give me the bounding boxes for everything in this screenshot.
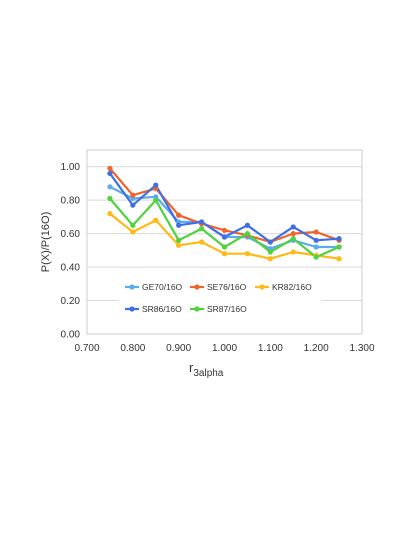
data-point [244, 222, 251, 228]
data-point [107, 210, 113, 217]
data-point [221, 244, 228, 250]
data-point [176, 237, 182, 243]
data-point [153, 197, 159, 203]
legend-swatch-marker [129, 284, 135, 290]
data-point [176, 242, 182, 248]
data-point [153, 217, 159, 223]
data-point [313, 237, 319, 243]
legend-item-4: SR87/16O [190, 304, 247, 314]
data-point [176, 222, 182, 228]
x-axis-label: r3alpha [189, 360, 224, 379]
legend-swatch-marker [194, 284, 200, 290]
legend-item-2: KR82/16O [255, 282, 312, 292]
legend-label: SE76/16O [207, 282, 247, 292]
y-tick-label: 0.20 [61, 296, 81, 307]
data-point [290, 249, 296, 255]
data-point [221, 234, 228, 240]
data-point [336, 256, 342, 262]
data-point [153, 182, 159, 188]
y-tick-label: 1.00 [61, 162, 81, 173]
legend-swatch-marker [194, 306, 200, 312]
legend-label: KR82/16O [272, 282, 312, 292]
data-point [313, 254, 319, 260]
x-axis-label-subscript: 3alpha [193, 368, 223, 379]
data-point [336, 236, 342, 242]
x-tick-label: 1.200 [304, 343, 329, 354]
legend-swatch-marker [129, 306, 135, 312]
legend-item-0: GE70/16O [125, 282, 183, 292]
y-tick-label: 0.00 [61, 330, 81, 341]
legend-label: SR87/16O [207, 304, 247, 314]
data-point [244, 231, 251, 237]
data-point [130, 202, 136, 208]
x-axis-ticks: 0.700 0.800 0.900 1.000 1.100 1.200 1.300 [74, 343, 374, 354]
data-point [267, 239, 273, 245]
data-point [130, 229, 136, 235]
data-point [336, 244, 342, 250]
legend-label: SR86/16O [142, 304, 182, 314]
x-tick-label: 0.900 [166, 343, 191, 354]
legend-background [119, 273, 321, 319]
data-point [313, 244, 319, 250]
data-point [198, 219, 205, 225]
x-tick-label: 1.000 [212, 343, 237, 354]
legend-item-3: SR86/16O [125, 304, 182, 314]
data-point [107, 184, 113, 190]
x-tick-label: 1.300 [349, 343, 374, 354]
data-point [107, 170, 113, 177]
y-tick-label: 0.80 [61, 196, 81, 207]
data-point [107, 165, 113, 171]
data-point [290, 224, 296, 230]
x-tick-label: 1.100 [258, 343, 283, 354]
y-axis-label: P(X)/P(16O) [40, 212, 52, 273]
data-point [221, 227, 228, 233]
data-point [244, 251, 251, 257]
x-axis-label-main: r [189, 360, 194, 375]
data-point [198, 226, 205, 232]
y-tick-label: 0.40 [61, 263, 81, 274]
legend-item-1: SE76/16O [190, 282, 247, 292]
legend-label: GE70/16O [142, 282, 183, 292]
legend-swatch-marker [259, 284, 265, 290]
data-point [290, 236, 296, 242]
data-point [313, 229, 319, 235]
y-axis-ticks: 0.00 0.20 0.40 0.60 0.80 1.00 [61, 162, 81, 340]
data-point [130, 192, 136, 198]
legend: GE70/16O SE76/16O KR82/16O SR86/16O SR87/16O [119, 273, 321, 319]
data-point [221, 251, 228, 257]
data-point [290, 231, 296, 237]
data-point [107, 195, 113, 202]
plot-area-frame [86, 149, 363, 335]
data-point [130, 222, 136, 228]
data-point [267, 256, 273, 262]
y-tick-label: 0.60 [61, 229, 81, 240]
x-tick-label: 0.700 [74, 343, 99, 354]
data-point [198, 239, 205, 245]
data-point [267, 249, 273, 255]
x-tick-label: 0.800 [120, 343, 145, 354]
data-point [176, 212, 182, 218]
series-points [107, 165, 342, 262]
